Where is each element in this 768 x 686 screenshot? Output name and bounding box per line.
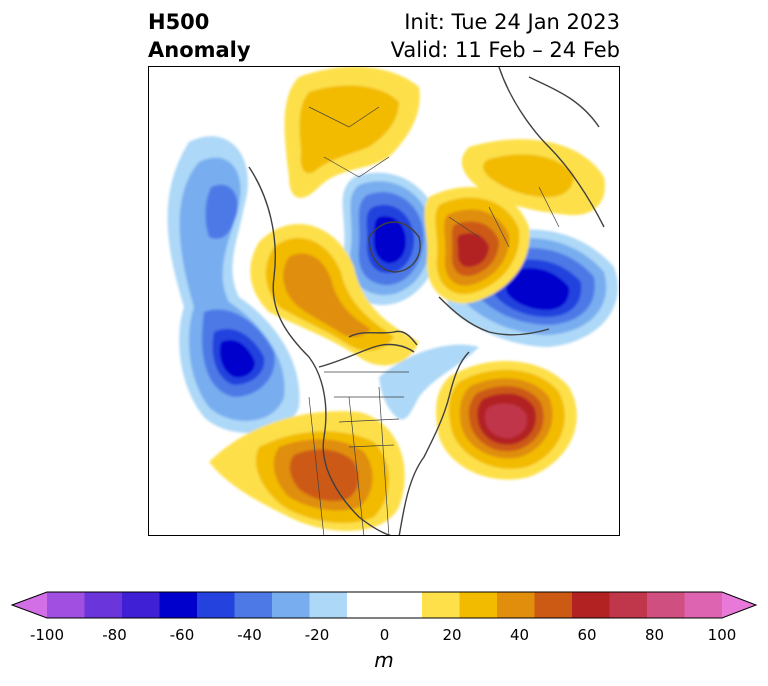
colorbar-cell [572, 592, 610, 618]
init-date: Init: Tue 24 Jan 2023 [404, 10, 620, 34]
colorbar-tick-label: 0 [379, 626, 390, 644]
colorbar-cell [159, 592, 198, 618]
colorbar-cell [609, 592, 648, 618]
title-line-2: Anomaly [148, 38, 251, 62]
colorbar-extend-low [12, 592, 47, 618]
date-info: Init: Tue 24 Jan 2023 Valid: 11 Feb – 24… [391, 8, 620, 64]
colorbar-tick-label: 60 [577, 626, 597, 644]
pos-anomaly-atlantic [436, 360, 577, 480]
chart-title: H500 Anomaly [148, 8, 251, 64]
borders [308, 106, 560, 535]
coastlines [248, 67, 605, 535]
colorbar-tick-label: -100 [29, 626, 65, 644]
colorbar-tick-label: -20 [304, 626, 330, 644]
colorbar-outline [10, 591, 758, 619]
anomaly-map [148, 66, 620, 536]
colorbar-cell [309, 592, 348, 618]
title-line-1: H500 [148, 10, 210, 34]
colorbar-cell [47, 592, 85, 618]
valid-range: Valid: 11 Feb – 24 Feb [390, 38, 620, 62]
pos-anomaly-ridge [250, 223, 419, 366]
colorbar-tick-label: 40 [509, 626, 530, 644]
neg-anomaly-pacific [167, 136, 300, 434]
colorbar-tick-label: -40 [237, 626, 262, 644]
pos-anomaly-western-us [209, 411, 405, 531]
colorbar-cell [197, 592, 235, 618]
neg-anomaly-ribbon [379, 344, 479, 420]
colorbar-cell [84, 592, 123, 618]
colorbar-tick-label: 100 [707, 626, 737, 644]
pos-anomaly-kara-sea [424, 187, 530, 304]
colorbar-cell [459, 592, 498, 618]
colorbar-cell [647, 592, 685, 618]
colorbar-cell [534, 592, 573, 618]
colorbar-unit: m [374, 648, 394, 672]
colorbar-cell [347, 592, 385, 618]
colorbar-cell [422, 592, 460, 618]
colorbar [10, 591, 758, 619]
colorbar-tick-label: -80 [102, 626, 127, 644]
colorbar-cell [497, 592, 535, 618]
colorbar-tick-label: -60 [169, 626, 195, 644]
colorbar-cell [234, 592, 273, 618]
colorbar-tick-label: 20 [442, 626, 462, 644]
colorbar-cell [122, 592, 160, 618]
colorbar-extend-high [722, 592, 756, 618]
neg-anomaly-arctic [342, 172, 440, 306]
colorbar-cell [384, 592, 423, 618]
colorbar-tick-label: 80 [644, 626, 665, 644]
colorbar-cell [684, 592, 723, 618]
colorbar-cell [272, 592, 310, 618]
map-svg [167, 67, 618, 535]
